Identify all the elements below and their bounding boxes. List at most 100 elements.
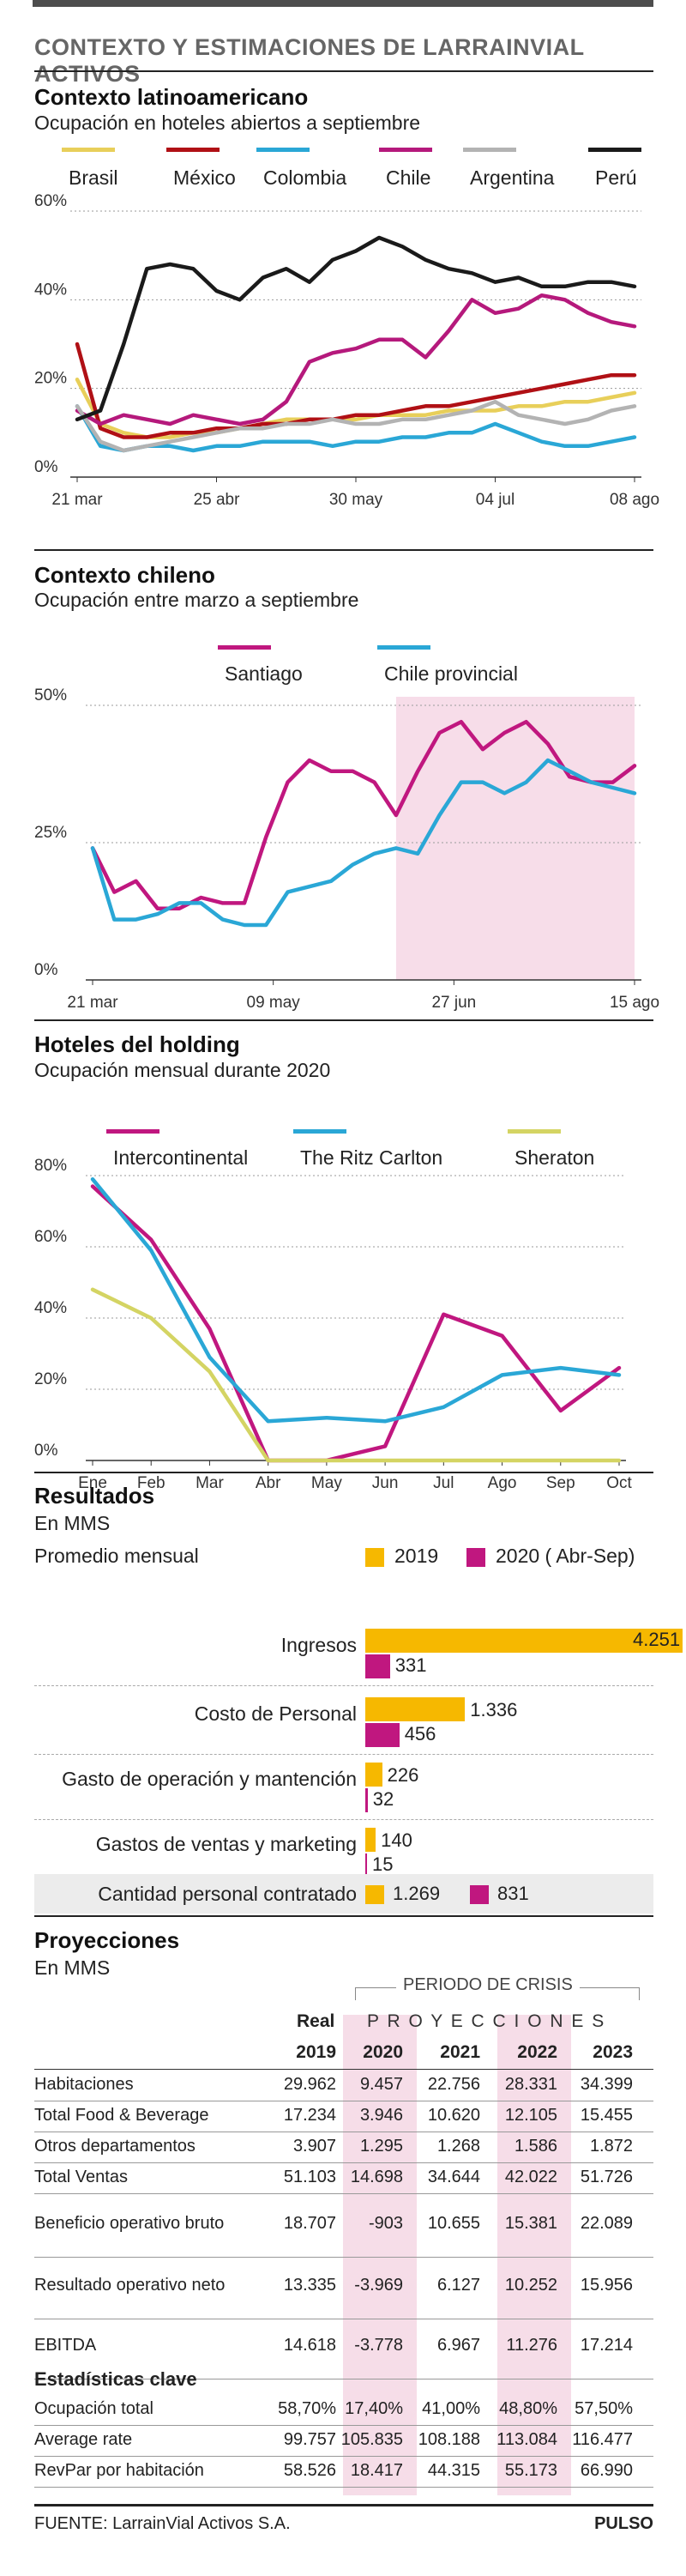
proj-cell: 51.726 — [580, 2168, 633, 2186]
latam-chart: 0% 20% 40% 60% 21 mar 25 abr 30 may 04 jul 08 ag… — [34, 192, 659, 509]
chilean-chart: 0% 25% 50% 21 mar 09 may 27 jun 15 ago — [34, 686, 659, 1012]
proj-cell: 34.399 — [580, 2075, 633, 2094]
proj-cell: 10.252 — [504, 2276, 557, 2295]
proj-stat-cell: 58.526 — [283, 2461, 336, 2480]
proj-stat-cell: 41,00% — [422, 2399, 480, 2418]
results-legend-2020: 2020 ( Abr-Sep) — [496, 1545, 635, 1567]
results-category-label: Costo de Personal — [194, 1702, 357, 1725]
holding-x-tick: Feb — [137, 1474, 165, 1492]
proj-row-label: Beneficio operativo bruto — [34, 2214, 225, 2233]
page-title: CONTEXTO Y ESTIMACIONES DE LARRAINVIAL A… — [34, 34, 585, 87]
proj-cell: 51.103 — [283, 2168, 336, 2186]
chilean-y-tick: 50% — [34, 686, 67, 704]
holding-y-tick: 60% — [34, 1228, 67, 1246]
proj-stat-rule — [34, 2425, 653, 2426]
results-divider — [34, 1685, 653, 1686]
results-divider — [34, 1754, 653, 1755]
latam-legend-label: Brasil — [69, 166, 118, 189]
results-value-2019: 140 — [381, 1829, 412, 1851]
proj-row-rule — [34, 2162, 653, 2163]
chilean-x-tick: 27 jun — [431, 994, 476, 1012]
proj-stat-cell: 105.835 — [340, 2430, 403, 2449]
proj-stat-rule — [34, 2456, 653, 2457]
latam-x-tick: 25 abr — [194, 491, 241, 509]
proj-row-label: Total Food & Beverage — [34, 2106, 209, 2125]
holding-legend-label: Intercontinental — [113, 1146, 249, 1169]
latam-legend-label: México — [173, 166, 236, 189]
results-value-2020: 15 — [372, 1853, 394, 1875]
holding-y-tick: 20% — [34, 1370, 67, 1388]
results-bar-2020 — [365, 1723, 400, 1747]
latam-series-chile — [75, 293, 637, 426]
results-value-2020: 456 — [404, 1723, 436, 1745]
proj-stat-cell: 55.173 — [504, 2461, 557, 2480]
proj-cell: -3.778 — [354, 2336, 403, 2355]
latam-series-argentina — [75, 399, 637, 453]
chilean-y-tick: 0% — [34, 961, 58, 979]
results-value-2020: 331 — [394, 1654, 427, 1676]
proj-stat-rule — [34, 2487, 653, 2488]
proj-cell: 13.335 — [283, 2276, 336, 2295]
proj-year: 2021 — [440, 2042, 480, 2062]
proj-stat-cell: 113.084 — [496, 2430, 557, 2449]
proj-title: Proyecciones — [34, 1927, 180, 1953]
holding-x-tick: Abr — [256, 1474, 281, 1492]
proj-row-label: Otros departamentos — [34, 2137, 196, 2156]
holding-x-tick: May — [311, 1474, 342, 1492]
results-personal-2019-swatch — [365, 1885, 384, 1904]
proj-stat-cell: 108.188 — [418, 2430, 480, 2449]
proj-cell: 3.946 — [359, 2106, 403, 2125]
results-category-label: Gasto de operación y mantención — [62, 1768, 357, 1790]
latam-title: Contexto latinoamericano — [34, 84, 309, 110]
chilean-rule — [34, 1019, 653, 1021]
results-promedio-label: Promedio mensual — [34, 1545, 199, 1567]
latam-series-brasil — [75, 378, 637, 439]
latam-legend-swatch — [463, 148, 516, 152]
latam-legend-label: Argentina — [470, 166, 555, 189]
proj-stat-cell: 116.477 — [572, 2430, 633, 2449]
proj-stat-cell: 66.990 — [580, 2461, 633, 2480]
proj-cell: 17.234 — [283, 2106, 336, 2125]
proj-stat-cell: 48,80% — [499, 2399, 557, 2418]
proj-stat-cell: 99.757 — [283, 2430, 336, 2449]
proj-header-rule — [34, 2069, 653, 2070]
proj-cell: 10.655 — [427, 2214, 480, 2233]
chilean-x-tick: 09 may — [247, 994, 301, 1012]
chilean-legend-label: Chile provincial — [384, 662, 518, 685]
proj-row-rule — [34, 2193, 653, 2194]
chilean-legend-swatch — [377, 645, 430, 650]
results-rule — [34, 1915, 653, 1917]
proj-stat-label: RevPar por habitación — [34, 2461, 204, 2480]
proj-cell: 12.105 — [504, 2106, 557, 2125]
proj-cell: 9.457 — [359, 2075, 403, 2094]
proj-cell: 22.756 — [427, 2075, 480, 2094]
proj-cell: 15.455 — [580, 2106, 633, 2125]
results-bar-2019 — [365, 1763, 382, 1787]
chilean-series-santiago — [90, 719, 637, 911]
chilean-x-tick: 15 ago — [610, 994, 659, 1012]
proj-cell: 6.127 — [436, 2276, 480, 2295]
latam-legend-swatch — [62, 148, 115, 152]
proj-cell: -3.969 — [354, 2276, 403, 2295]
latam-y-tick: 40% — [34, 281, 67, 299]
results-category-label: Ingresos — [280, 1634, 357, 1656]
proj-row-rule — [34, 2257, 653, 2258]
proj-cell: 1.268 — [436, 2137, 480, 2156]
holding-x-tick: Ene — [78, 1474, 107, 1492]
chilean-y-tick: 25% — [34, 824, 67, 842]
results-subtitle: En MMS — [34, 1512, 111, 1534]
proj-cell: 17.214 — [580, 2336, 633, 2355]
proj-cell: -903 — [368, 2214, 403, 2233]
results-personal-2020-swatch — [470, 1885, 489, 1904]
proj-year: 2022 — [517, 2042, 557, 2062]
results-bar-2020 — [365, 1853, 367, 1878]
holding-subtitle: Ocupación mensual durante 2020 — [34, 1059, 331, 1081]
holding-x-tick: Jul — [433, 1474, 454, 1492]
proj-stat-cell: 44.315 — [427, 2461, 480, 2480]
latam-y-tick: 20% — [34, 370, 67, 388]
footer-brand: PULSO — [594, 2514, 653, 2533]
results-divider — [34, 1819, 653, 1820]
proj-cell: 1.586 — [514, 2137, 557, 2156]
proj-cell: 15.956 — [580, 2276, 633, 2295]
latam-y-tick: 60% — [34, 192, 67, 210]
